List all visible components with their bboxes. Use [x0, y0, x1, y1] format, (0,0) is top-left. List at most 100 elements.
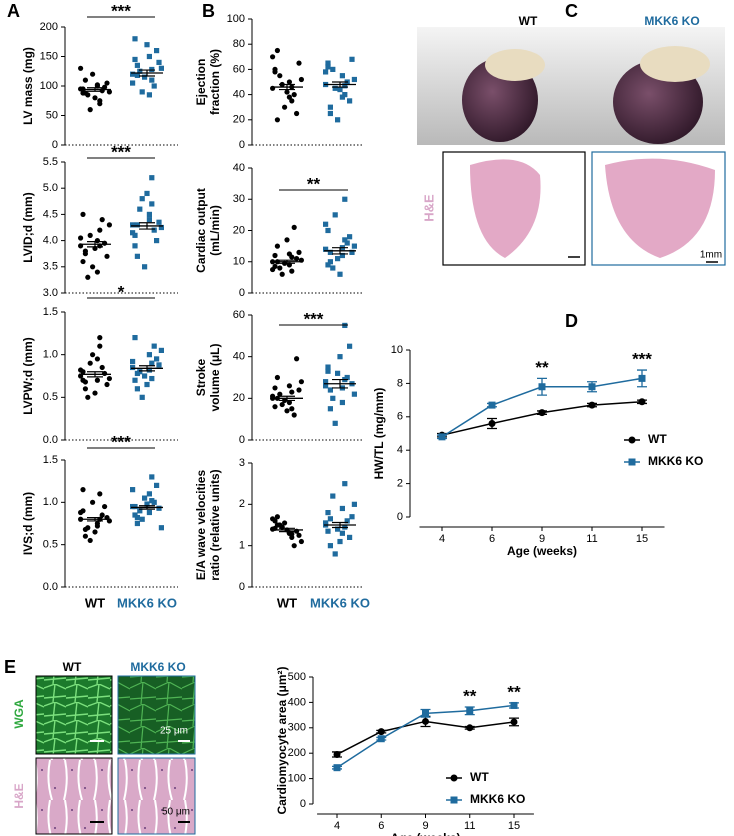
- x-axis-label: Age (weeks): [390, 831, 460, 836]
- y-tick-label: 0: [239, 434, 245, 446]
- column-label: WT: [519, 14, 538, 28]
- data-point: [94, 269, 100, 275]
- panel-label: A: [7, 1, 20, 21]
- y-tick-label: 3.0: [43, 287, 58, 299]
- data-point: [158, 224, 164, 231]
- data-point: [291, 224, 297, 230]
- data-point: [270, 393, 276, 399]
- column-label: WT: [63, 660, 82, 674]
- data-point: [149, 175, 155, 181]
- data-point: [325, 262, 331, 268]
- column-label: MKK6 KO: [644, 14, 699, 28]
- significance-label: ***: [111, 432, 131, 451]
- data-point: [139, 196, 145, 202]
- data-point: [337, 271, 343, 277]
- y-tick-label: 100: [227, 13, 245, 25]
- data-point: [142, 264, 148, 270]
- x-tick-label: 4: [334, 820, 340, 832]
- data-point: [323, 221, 329, 227]
- data-point: [344, 240, 350, 246]
- data-point: [134, 520, 140, 527]
- x-tick-label: 9: [539, 533, 545, 545]
- y-axis-label: Cardiac output: [194, 188, 208, 273]
- y-tick-label: 0: [239, 287, 245, 299]
- data-point: [146, 53, 152, 60]
- data-point: [351, 391, 357, 397]
- scale-label: 50 μm: [162, 807, 190, 818]
- data-point: [90, 499, 96, 505]
- y-tick-label: 8: [397, 377, 403, 389]
- y-tick-label: 0: [300, 798, 306, 810]
- y-tick-label: 40: [233, 162, 245, 174]
- data-point: [92, 390, 98, 396]
- data-point: [106, 222, 112, 228]
- data-point: [289, 406, 295, 412]
- data-point: [94, 82, 100, 88]
- sem-bar: [279, 395, 295, 402]
- data-point: [284, 237, 290, 243]
- y-tick-label: 0.5: [43, 391, 58, 403]
- y-tick-label: 0: [52, 139, 58, 151]
- data-point: [87, 537, 93, 544]
- data-point: [323, 383, 329, 389]
- data-point: [298, 538, 304, 545]
- data-point: [154, 238, 160, 244]
- atria-wt: [485, 49, 545, 81]
- data-point: [80, 487, 86, 493]
- data-point: [289, 98, 295, 104]
- y-tick-label: 150: [40, 50, 58, 62]
- data-point: [272, 252, 278, 259]
- stain-label: H&E: [421, 194, 436, 222]
- data-point: [342, 83, 348, 89]
- data-point: [349, 514, 355, 520]
- y-tick-label: 20: [233, 114, 245, 126]
- data-point: [296, 249, 302, 255]
- legend-marker: [450, 796, 458, 804]
- y-tick-label: 10: [233, 256, 245, 268]
- data-point: [330, 66, 336, 72]
- data-point: [149, 375, 155, 382]
- data-point: [327, 406, 333, 412]
- data-point: [351, 501, 357, 507]
- y-tick-label: 1.5: [43, 306, 58, 318]
- data-point: [325, 60, 331, 66]
- data-point: [323, 379, 329, 385]
- y-axis-label: IVS;d (mm): [21, 492, 35, 555]
- data-point: [347, 343, 353, 349]
- data-point: [466, 724, 474, 732]
- data-point: [339, 73, 345, 79]
- x-tick-label: 9: [422, 820, 428, 832]
- data-point: [102, 503, 108, 510]
- sem-bar: [87, 516, 103, 522]
- data-point: [277, 391, 283, 397]
- data-point: [158, 65, 164, 71]
- significance-label: **: [463, 686, 477, 705]
- data-point: [139, 89, 145, 95]
- data-point: [291, 543, 297, 549]
- y-tick-label: 2: [239, 498, 245, 510]
- data-point: [137, 508, 143, 514]
- data-point: [422, 717, 429, 725]
- data-point: [130, 230, 136, 236]
- data-point: [156, 505, 162, 511]
- data-point: [284, 89, 290, 95]
- data-point: [144, 42, 150, 48]
- data-point: [106, 89, 112, 95]
- data-point: [327, 110, 333, 117]
- data-point: [142, 74, 148, 80]
- y-tick-label: 40: [233, 351, 245, 363]
- significance-label: **: [307, 174, 321, 193]
- data-point: [333, 750, 341, 758]
- data-point: [137, 206, 143, 212]
- data-point: [139, 516, 145, 522]
- data-point: [291, 412, 297, 418]
- data-point: [466, 707, 474, 715]
- data-point: [277, 265, 283, 271]
- y-tick-label: 3: [239, 457, 245, 469]
- atria-ko: [640, 46, 710, 82]
- data-point: [286, 383, 292, 389]
- y-tick-label: 50: [46, 109, 58, 121]
- y-axis-label: Stroke: [194, 359, 208, 397]
- y-tick-label: 3.5: [43, 261, 58, 273]
- data-point: [327, 249, 333, 255]
